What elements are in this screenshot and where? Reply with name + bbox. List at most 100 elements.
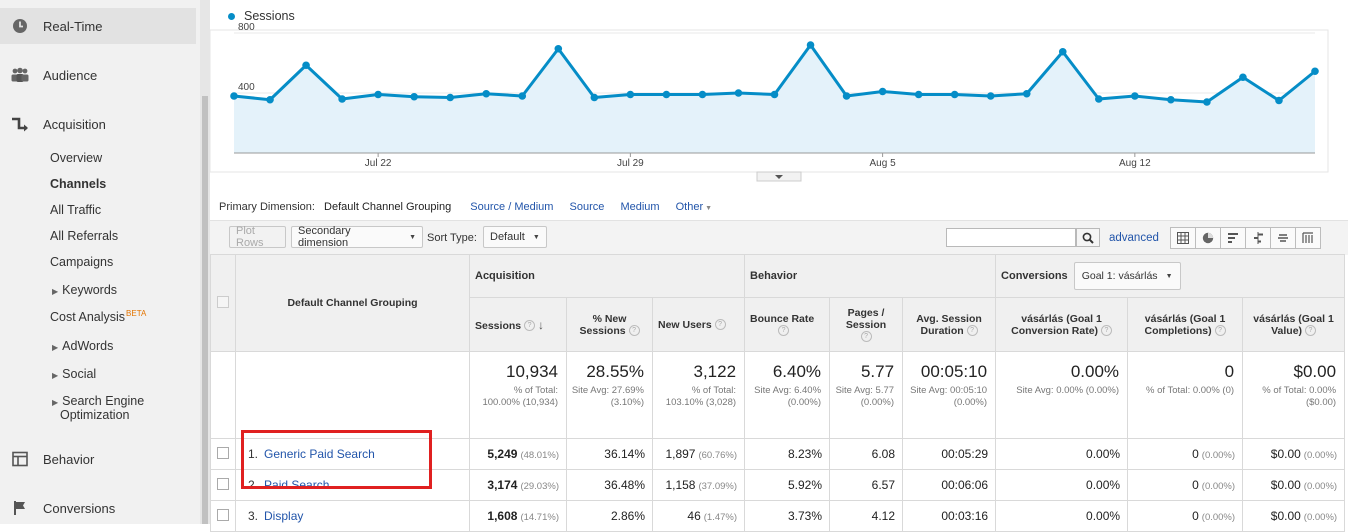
nav-social[interactable]: ▶ Social: [52, 367, 96, 381]
data-point[interactable]: [806, 41, 815, 49]
data-point[interactable]: [1275, 96, 1283, 105]
help-icon[interactable]: ?: [1214, 325, 1226, 337]
channel-link-display[interactable]: Display: [264, 509, 304, 523]
data-point[interactable]: [1058, 47, 1067, 56]
goal-value-column-header[interactable]: vásárlás (Goal 1 Value) ?: [1242, 297, 1346, 352]
row-checkbox[interactable]: [217, 508, 229, 521]
dimension-option-medium[interactable]: Medium: [620, 201, 660, 213]
new-sessions-column-header[interactable]: % New Sessions ?: [566, 297, 653, 352]
help-icon[interactable]: ?: [1100, 325, 1112, 337]
help-icon[interactable]: ?: [966, 325, 978, 337]
nav-campaigns[interactable]: Campaigns: [50, 255, 114, 269]
table-search-input[interactable]: [946, 228, 1076, 247]
pie-view-icon[interactable]: [1195, 227, 1221, 249]
channel-link-paid-search[interactable]: Paid Search: [264, 478, 330, 492]
new-users-column-header[interactable]: New Users ?: [651, 297, 746, 352]
completions-column-header[interactable]: vásárlás (Goal 1 Completions) ?: [1127, 297, 1244, 352]
dimension-option-source-medium[interactable]: Source / Medium: [470, 201, 554, 213]
help-icon[interactable]: ?: [1304, 325, 1316, 337]
sessions-chart[interactable]: 800 400 Jul 22 Jul 29 Aug 5 Aug 12: [210, 0, 1350, 190]
data-point[interactable]: [518, 92, 527, 100]
data-point[interactable]: [590, 93, 599, 102]
scrollbar-thumb[interactable]: [202, 96, 208, 524]
data-point[interactable]: [374, 90, 382, 99]
data-point[interactable]: [878, 87, 887, 96]
data-point[interactable]: [266, 95, 274, 104]
bounce-rate-column-header[interactable]: Bounce Rate?: [744, 297, 831, 352]
help-icon[interactable]: ?: [860, 331, 872, 343]
data-point[interactable]: [1311, 67, 1319, 76]
nav-cost-analysis[interactable]: Cost AnalysisBETA: [50, 309, 146, 324]
sort-type-dropdown[interactable]: Default ▼: [483, 226, 547, 248]
data-point[interactable]: [734, 89, 743, 97]
nav-all-traffic[interactable]: All Traffic: [50, 203, 102, 217]
data-point[interactable]: [1167, 95, 1175, 104]
completions-cell: 0 (0.00%): [1127, 500, 1244, 532]
total-sub: Site Avg: 27.69% (3.10%): [571, 385, 644, 408]
sessions-column-header[interactable]: Sessions ? ↓: [469, 297, 567, 352]
nav-realtime[interactable]: Real-Time: [0, 8, 196, 44]
sidebar-scrollbar[interactable]: [200, 0, 210, 524]
nav-seo[interactable]: ▶ Search Engine Optimization: [52, 395, 170, 422]
data-point[interactable]: [626, 90, 635, 99]
channel-link-generic-paid-search[interactable]: Generic Paid Search: [264, 447, 375, 461]
dimension-column-header[interactable]: Default Channel Grouping: [235, 254, 470, 352]
goal-select-dropdown[interactable]: Goal 1: vásárlás ▼: [1073, 262, 1181, 290]
pivot-view-icon[interactable]: [1295, 227, 1321, 249]
nav-acquisition[interactable]: Acquisition: [0, 106, 196, 142]
conversion-rate-column-header[interactable]: vásárlás (Goal 1 Conversion Rate) ?: [995, 297, 1129, 352]
nav-conversions[interactable]: Conversions: [0, 490, 196, 526]
data-point[interactable]: [1131, 92, 1139, 100]
x-tick-label: Aug 5: [870, 158, 897, 169]
data-point[interactable]: [230, 92, 238, 100]
data-point[interactable]: [482, 89, 491, 98]
data-point[interactable]: [554, 44, 563, 53]
data-point[interactable]: [338, 95, 346, 103]
data-point[interactable]: [914, 90, 923, 99]
nav-adwords[interactable]: ▶ AdWords: [52, 339, 113, 353]
x-tick-label: Jul 29: [617, 158, 644, 169]
nav-overview[interactable]: Overview: [50, 151, 103, 165]
nav-channels[interactable]: Channels: [50, 177, 107, 191]
secondary-dimension-dropdown[interactable]: Secondary dimension ▼: [291, 225, 423, 249]
data-point[interactable]: [302, 61, 310, 70]
plot-rows-button[interactable]: Plot Rows: [229, 225, 286, 249]
data-point[interactable]: [1203, 98, 1211, 106]
completions-cell: 0 (0.00%): [1127, 469, 1244, 501]
data-point[interactable]: [950, 90, 959, 99]
table-view-icon[interactable]: [1170, 227, 1196, 249]
flag-icon: [10, 498, 30, 518]
nav-behavior[interactable]: Behavior: [0, 441, 196, 477]
nav-all-referrals[interactable]: All Referrals: [50, 229, 119, 243]
pages-session-column-header[interactable]: Pages / Session?: [829, 297, 904, 352]
nav-audience[interactable]: Audience: [0, 57, 196, 93]
avg-duration-column-header[interactable]: Avg. Session Duration ?: [902, 297, 997, 352]
row-checkbox[interactable]: [217, 477, 229, 490]
data-point[interactable]: [1239, 73, 1247, 82]
secondary-dimension-label: Secondary dimension: [298, 225, 351, 249]
help-icon[interactable]: ?: [778, 325, 790, 337]
data-point[interactable]: [770, 90, 779, 99]
data-point[interactable]: [986, 92, 995, 100]
term-cloud-view-icon[interactable]: [1270, 227, 1296, 249]
data-point[interactable]: [698, 90, 707, 99]
help-icon[interactable]: ?: [714, 319, 726, 331]
dimension-option-source[interactable]: Source: [569, 201, 605, 213]
data-point[interactable]: [662, 90, 671, 99]
advanced-link[interactable]: advanced: [1109, 232, 1159, 244]
search-button[interactable]: [1076, 228, 1100, 247]
data-point[interactable]: [1095, 95, 1103, 103]
data-point[interactable]: [842, 92, 851, 100]
data-point[interactable]: [1022, 89, 1031, 98]
data-point[interactable]: [446, 93, 454, 102]
help-icon[interactable]: ?: [628, 325, 640, 337]
select-all-checkbox[interactable]: [217, 295, 229, 308]
sort-type-label: Sort Type:: [427, 232, 477, 244]
dimension-option-other[interactable]: Other: [675, 201, 704, 213]
data-point[interactable]: [410, 92, 418, 101]
bar-view-icon[interactable]: [1220, 227, 1246, 249]
nav-keywords[interactable]: ▶ Keywords: [52, 283, 117, 297]
help-icon[interactable]: ?: [524, 320, 536, 332]
row-checkbox[interactable]: [217, 446, 229, 459]
comparison-view-icon[interactable]: [1245, 227, 1271, 249]
